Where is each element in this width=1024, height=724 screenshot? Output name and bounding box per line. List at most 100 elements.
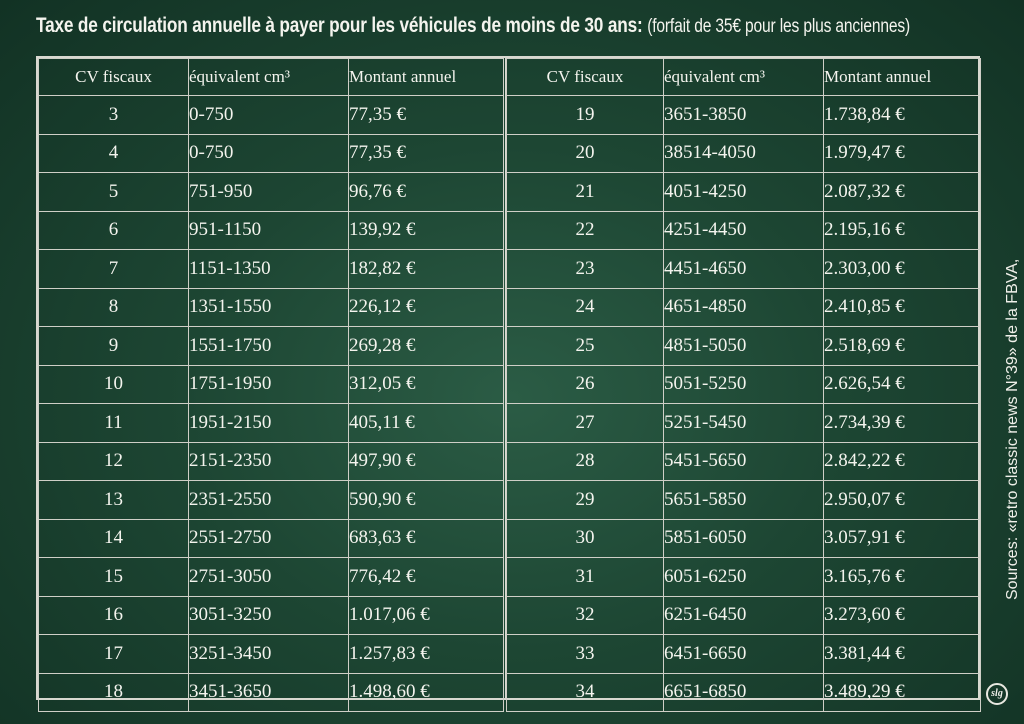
cc-cell: 6251-6450	[663, 595, 824, 635]
table-row: 19 3651-3850 1.738,84 €	[506, 95, 981, 135]
cv-cell: 11	[38, 403, 189, 443]
amount-cell: 96,76 €	[348, 172, 504, 212]
header-amount: Montant annuel	[348, 58, 504, 96]
cv-cell: 16	[38, 595, 189, 635]
cv-cell: 12	[38, 441, 189, 481]
cv-cell: 15	[38, 557, 189, 597]
amount-cell: 405,11 €	[348, 403, 504, 443]
table-row: 25 4851-5050 2.518,69 €	[506, 326, 981, 366]
amount-cell: 3.489,29 €	[823, 672, 981, 712]
amount-cell: 2.303,00 €	[823, 249, 981, 289]
amount-cell: 312,05 €	[348, 364, 504, 404]
amount-cell: 2.195,16 €	[823, 210, 981, 250]
cc-cell: 4451-4650	[663, 249, 824, 289]
cv-cell: 27	[506, 403, 664, 443]
table-row: 14 2551-2750 683,63 €	[38, 518, 504, 558]
table-row: 3 0-750 77,35 €	[38, 95, 504, 135]
table-row: 13 2351-2550 590,90 €	[38, 480, 504, 520]
amount-cell: 2.734,39 €	[823, 403, 981, 443]
cv-cell: 30	[506, 518, 664, 558]
cv-cell: 28	[506, 441, 664, 481]
table-row: 20 38514-4050 1.979,47 €	[506, 133, 981, 173]
amount-cell: 2.518,69 €	[823, 326, 981, 366]
table-row: 18 3451-3650 1.498,60 €	[38, 672, 504, 712]
cc-cell: 1351-1550	[188, 287, 349, 327]
amount-cell: 3.273,60 €	[823, 595, 981, 635]
cv-cell: 18	[38, 672, 189, 712]
header-cc: équivalent cm³	[663, 58, 824, 96]
cc-cell: 6451-6650	[663, 634, 824, 674]
source-credit: Sources: «retro classic news N°39» de la…	[1004, 258, 1021, 600]
cv-cell: 8	[38, 287, 189, 327]
title-main: Taxe de circulation annuelle à payer pou…	[36, 14, 643, 37]
table-header-row: CV fiscaux équivalent cm³ Montant annuel	[506, 58, 981, 96]
table-row: 5 751-950 96,76 €	[38, 172, 504, 212]
amount-cell: 182,82 €	[348, 249, 504, 289]
cv-cell: 14	[38, 518, 189, 558]
table-row: 22 4251-4450 2.195,16 €	[506, 210, 981, 250]
cc-cell: 2351-2550	[188, 480, 349, 520]
tax-table-right: CV fiscaux équivalent cm³ Montant annuel…	[506, 58, 981, 712]
amount-cell: 1.979,47 €	[823, 133, 981, 173]
table-row: 15 2751-3050 776,42 €	[38, 557, 504, 597]
table-row: 12 2151-2350 497,90 €	[38, 441, 504, 481]
cc-cell: 4051-4250	[663, 172, 824, 212]
amount-cell: 77,35 €	[348, 95, 504, 135]
cc-cell: 4851-5050	[663, 326, 824, 366]
table-row: 30 5851-6050 3.057,91 €	[506, 518, 981, 558]
cc-cell: 0-750	[188, 133, 349, 173]
amount-cell: 590,90 €	[348, 480, 504, 520]
cc-cell: 1151-1350	[188, 249, 349, 289]
table-row: 24 4651-4850 2.410,85 €	[506, 287, 981, 327]
title-sub: (forfait de 35€ pour les plus anciennes)	[647, 16, 910, 37]
table-row: 17 3251-3450 1.257,83 €	[38, 634, 504, 674]
amount-cell: 3.381,44 €	[823, 634, 981, 674]
cv-cell: 6	[38, 210, 189, 250]
cv-cell: 29	[506, 480, 664, 520]
table-row: 31 6051-6250 3.165,76 €	[506, 557, 981, 597]
cv-cell: 24	[506, 287, 664, 327]
tax-table-left: CV fiscaux équivalent cm³ Montant annuel…	[38, 58, 504, 712]
table-row: 4 0-750 77,35 €	[38, 133, 504, 173]
amount-cell: 2.950,07 €	[823, 480, 981, 520]
table-row: 9 1551-1750 269,28 €	[38, 326, 504, 366]
cc-cell: 3251-3450	[188, 634, 349, 674]
cc-cell: 1951-2150	[188, 403, 349, 443]
amount-cell: 2.410,85 €	[823, 287, 981, 327]
amount-cell: 1.017,06 €	[348, 595, 504, 635]
cc-cell: 6651-6850	[663, 672, 824, 712]
cc-cell: 5851-6050	[663, 518, 824, 558]
amount-cell: 139,92 €	[348, 210, 504, 250]
header-cv: CV fiscaux	[506, 58, 664, 96]
cv-cell: 20	[506, 133, 664, 173]
cv-cell: 4	[38, 133, 189, 173]
header-amount: Montant annuel	[823, 58, 981, 96]
amount-cell: 2.626,54 €	[823, 364, 981, 404]
table-row: 16 3051-3250 1.017,06 €	[38, 595, 504, 635]
cc-cell: 2751-3050	[188, 557, 349, 597]
cc-cell: 6051-6250	[663, 557, 824, 597]
cc-cell: 751-950	[188, 172, 349, 212]
table-row: 29 5651-5850 2.950,07 €	[506, 480, 981, 520]
cc-cell: 5651-5850	[663, 480, 824, 520]
table-row: 6 951-1150 139,92 €	[38, 210, 504, 250]
cc-cell: 5051-5250	[663, 364, 824, 404]
amount-cell: 1.498,60 €	[348, 672, 504, 712]
cc-cell: 0-750	[188, 95, 349, 135]
cv-cell: 23	[506, 249, 664, 289]
table-row: 11 1951-2150 405,11 €	[38, 403, 504, 443]
cv-cell: 3	[38, 95, 189, 135]
cc-cell: 3651-3850	[663, 95, 824, 135]
cc-cell: 3451-3650	[188, 672, 349, 712]
amount-cell: 3.165,76 €	[823, 557, 981, 597]
cv-cell: 13	[38, 480, 189, 520]
amount-cell: 1.257,83 €	[348, 634, 504, 674]
amount-cell: 683,63 €	[348, 518, 504, 558]
cc-cell: 38514-4050	[663, 133, 824, 173]
amount-cell: 2.842,22 €	[823, 441, 981, 481]
cv-cell: 33	[506, 634, 664, 674]
table-row: 10 1751-1950 312,05 €	[38, 364, 504, 404]
table-row: 34 6651-6850 3.489,29 €	[506, 672, 981, 712]
cv-cell: 31	[506, 557, 664, 597]
cc-cell: 5251-5450	[663, 403, 824, 443]
